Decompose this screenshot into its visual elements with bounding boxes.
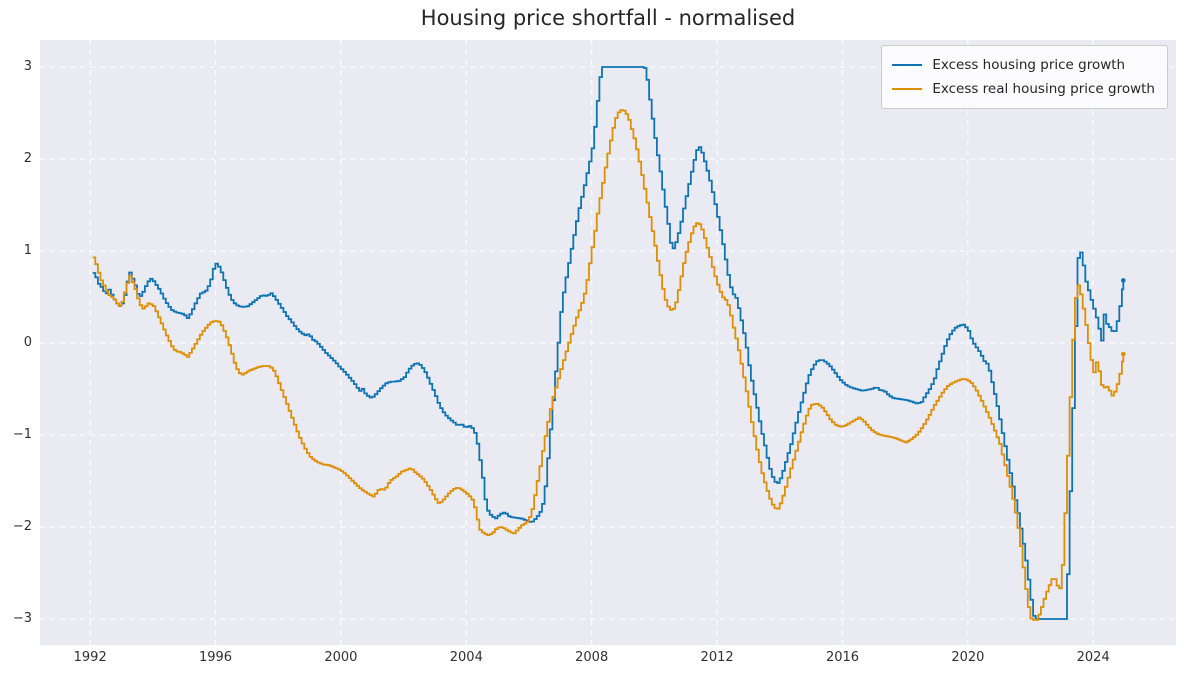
y-tick-label: 1 — [23, 243, 32, 259]
legend-line-swatch-blue — [892, 64, 923, 66]
chart-title: Housing price shortfall - normalised — [420, 6, 796, 30]
legend-item-excess-real-housing-price-growth: Excess real housing price growth — [892, 77, 1155, 101]
y-tick-label: −1 — [12, 427, 32, 443]
y-tick-label: 2 — [23, 151, 32, 167]
x-tick-label: 1992 — [73, 650, 107, 665]
legend-item-excess-housing-price-growth: Excess housing price growth — [892, 53, 1155, 77]
x-tick-label: 2020 — [951, 650, 985, 665]
legend-label: Excess housing price growth — [932, 57, 1126, 73]
x-tick-label: 2004 — [449, 650, 483, 665]
y-tick-label: 0 — [23, 335, 32, 351]
legend-label: Excess real housing price growth — [932, 81, 1155, 97]
legend-line-swatch-orange — [892, 88, 923, 90]
legend: Excess housing price growth Excess real … — [881, 45, 1168, 109]
y-tick-label: −3 — [12, 611, 32, 627]
x-tick-label: 1996 — [198, 650, 233, 665]
y-tick-label: −2 — [12, 519, 32, 535]
x-tick-label: 2000 — [324, 650, 358, 665]
x-tick-label: 2008 — [575, 650, 609, 665]
x-tick-label: 2012 — [700, 650, 734, 665]
y-tick-label: 3 — [23, 59, 32, 75]
x-tick-label: 2016 — [825, 650, 860, 665]
x-tick-label: 2024 — [1076, 650, 1110, 665]
